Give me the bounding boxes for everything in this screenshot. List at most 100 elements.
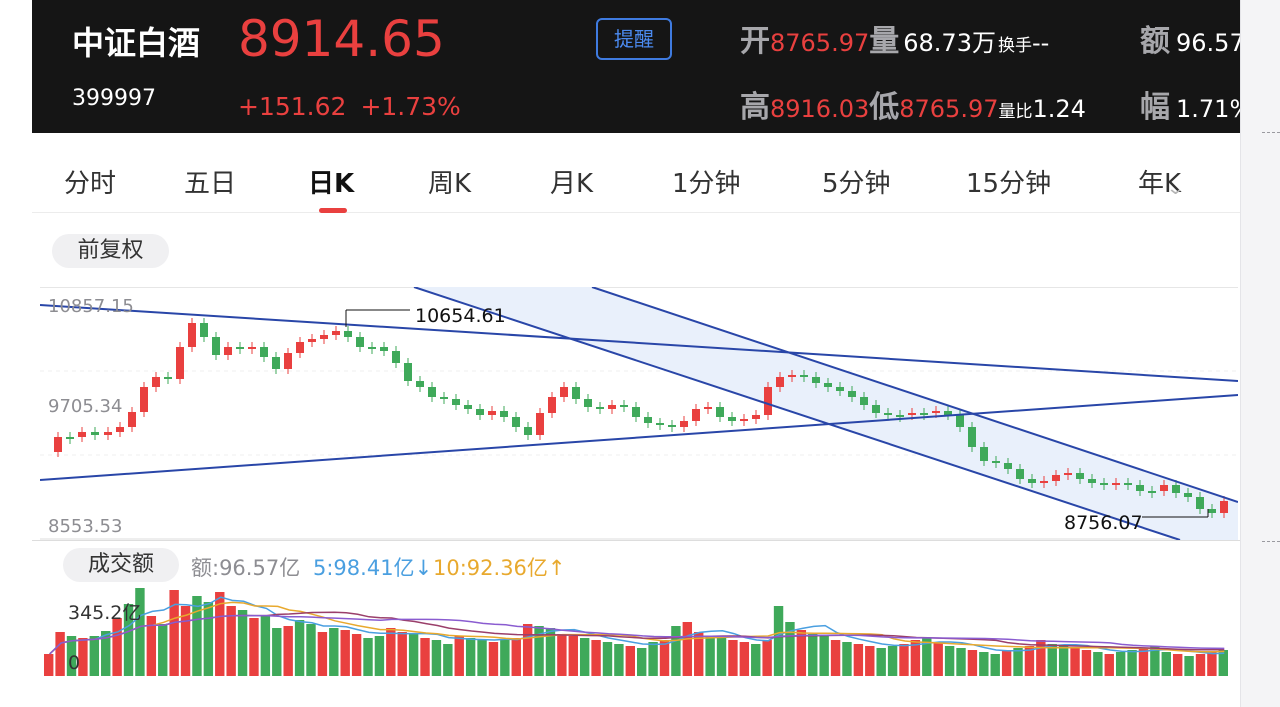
candle-body xyxy=(1220,501,1228,513)
volume-bar xyxy=(990,654,1000,676)
volume-indicator-button[interactable]: 成交额 xyxy=(63,548,179,582)
open-key: 开 xyxy=(740,24,770,59)
volume-bar xyxy=(876,648,886,676)
volume-bar xyxy=(614,644,624,676)
tab-1min[interactable]: 1分钟 xyxy=(672,169,741,199)
kline-chart[interactable]: 10654.61 8756.07 xyxy=(40,287,1238,540)
remind-button[interactable]: 提醒 xyxy=(596,18,672,60)
volume-bar xyxy=(329,628,339,676)
volume-bar xyxy=(44,654,54,676)
volume-bar xyxy=(682,622,693,676)
trendline-upper xyxy=(40,304,1238,382)
tab-monthly-k[interactable]: 月K xyxy=(550,169,594,199)
tab-daily-k[interactable]: 日K xyxy=(308,169,355,199)
candle-body xyxy=(272,357,280,369)
volume-bar xyxy=(465,638,476,676)
candle-body xyxy=(740,419,748,421)
candle-body xyxy=(776,377,784,387)
candle-body xyxy=(1208,509,1216,513)
tab-5min[interactable]: 5分钟 xyxy=(822,169,891,199)
candle-body xyxy=(560,387,568,397)
volume-amount: 额:96.57亿 xyxy=(191,556,301,580)
quote-header: 中证白酒 399997 8914.65 +151.62 +1.73% 提醒 开87… xyxy=(32,0,1240,133)
candle-body xyxy=(308,339,316,342)
candle-body xyxy=(1076,473,1084,479)
volume-bar xyxy=(283,626,293,676)
volume-bar xyxy=(602,642,613,676)
candle-body xyxy=(860,397,868,405)
volume-bar xyxy=(1024,646,1035,676)
candle-body xyxy=(320,335,328,339)
candle-body xyxy=(284,353,292,369)
volume-bar xyxy=(169,590,179,676)
candle-body xyxy=(332,331,340,335)
volume-bar xyxy=(865,646,875,676)
trendline-lower xyxy=(40,394,1238,481)
volume-bar xyxy=(785,622,795,676)
adjust-mode-button[interactable]: 前复权 xyxy=(52,234,169,268)
tab-weekly-k[interactable]: 周K xyxy=(428,169,472,199)
price-change: +151.62 +1.73% xyxy=(238,92,475,121)
candle-body xyxy=(632,407,640,417)
grid xyxy=(40,287,1238,540)
left-gutter xyxy=(0,0,32,707)
candle-body xyxy=(224,347,232,355)
candle-body xyxy=(116,427,124,432)
volume-bar xyxy=(967,650,978,676)
volume-bar xyxy=(431,640,442,676)
volume-ma-lines xyxy=(49,596,1225,655)
candle-body xyxy=(644,417,652,423)
active-tab-indicator xyxy=(319,208,347,213)
candle-body xyxy=(512,417,520,427)
candle-body xyxy=(716,407,724,417)
volume-bar xyxy=(89,636,100,676)
tab-yearly-k[interactable]: 年K xyxy=(1138,169,1182,199)
volume-chart[interactable] xyxy=(40,588,1238,678)
volume-bar xyxy=(522,624,533,676)
candle-body xyxy=(872,405,880,413)
tab-five-day[interactable]: 五日 xyxy=(184,169,237,199)
tab-15min[interactable]: 15分钟 xyxy=(966,169,1052,199)
volume-bar xyxy=(454,636,464,676)
candle-body xyxy=(1124,483,1132,485)
volume-bar xyxy=(808,634,818,676)
candle-body xyxy=(932,411,940,413)
volume-bar xyxy=(1218,650,1228,676)
candle-body xyxy=(464,405,472,409)
volume-bar xyxy=(363,638,373,676)
channel-line-upper xyxy=(591,287,1238,503)
volume-bar xyxy=(1115,652,1126,676)
candle-body xyxy=(380,347,388,351)
volume-bar xyxy=(545,628,556,676)
tab-intraday[interactable]: 分时 xyxy=(64,169,117,199)
candle-body xyxy=(824,383,832,387)
chevron-down-icon[interactable]: ⌄ xyxy=(1165,178,1186,199)
candle-body xyxy=(356,337,364,347)
volume-bar xyxy=(192,596,202,676)
candle-body xyxy=(260,347,268,357)
candle-body xyxy=(572,387,580,399)
amount-key: 额 xyxy=(1140,24,1170,59)
candle-body xyxy=(680,421,688,427)
candle-body xyxy=(296,342,304,353)
last-price: 8914.65 xyxy=(238,10,445,68)
candle-body xyxy=(1100,483,1108,485)
candle-body xyxy=(368,347,376,349)
volume-bar xyxy=(351,634,362,676)
low-value: 8765.97 xyxy=(899,95,999,123)
volume-bar xyxy=(534,626,544,676)
volume-bar xyxy=(1127,650,1137,676)
candle-body xyxy=(1016,469,1024,479)
channel-line-lower xyxy=(413,287,1181,540)
candle-body xyxy=(1136,485,1144,491)
volume-bar xyxy=(408,634,419,676)
volume-bar xyxy=(123,604,134,676)
volume-bar xyxy=(853,644,864,676)
volume-bar xyxy=(568,636,578,676)
low-marker: 8756.07 xyxy=(1064,509,1209,534)
volume-value: 68.73万 xyxy=(903,29,996,57)
volume-bar xyxy=(830,640,841,676)
candle-body xyxy=(1160,485,1168,491)
volume-bar xyxy=(705,636,715,676)
quote-range: 幅1.71% xyxy=(1140,82,1240,126)
